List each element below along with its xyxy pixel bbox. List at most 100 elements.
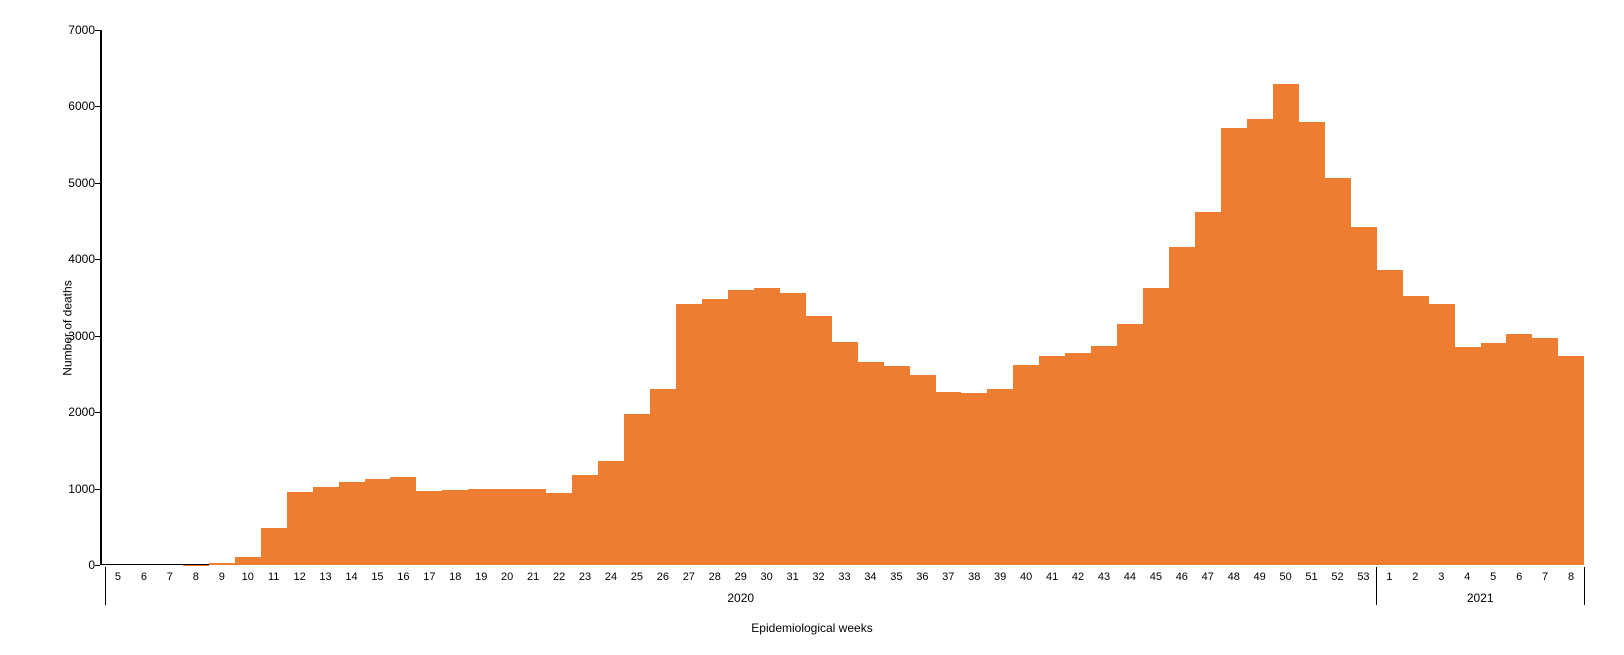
bar <box>754 288 780 565</box>
x-tick-label: 12 <box>293 571 305 583</box>
bar <box>936 392 962 565</box>
y-tick-mark <box>95 489 100 490</box>
y-tick-mark <box>95 30 100 31</box>
y-tick-mark <box>95 412 100 413</box>
x-tick-label: 53 <box>1357 571 1369 583</box>
x-tick-label: 44 <box>1124 571 1136 583</box>
bar <box>572 475 598 565</box>
bar <box>1429 304 1455 565</box>
bar <box>1532 338 1558 565</box>
x-tick-label: 41 <box>1046 571 1058 583</box>
x-tick-label: 18 <box>449 571 461 583</box>
x-tick-label: 3 <box>1438 571 1444 583</box>
bar <box>1117 324 1143 566</box>
bar <box>676 304 702 565</box>
y-tick-label: 3000 <box>55 329 95 343</box>
bar <box>728 290 754 565</box>
bar <box>1455 347 1481 565</box>
y-tick-label: 0 <box>55 558 95 572</box>
x-tick-label: 42 <box>1072 571 1084 583</box>
x-tick-label: 9 <box>219 571 225 583</box>
x-tick-label: 2 <box>1412 571 1418 583</box>
x-tick-label: 13 <box>319 571 331 583</box>
bar <box>1065 353 1091 565</box>
bar <box>1481 343 1507 565</box>
year-divider <box>105 567 106 605</box>
bar <box>1091 346 1117 565</box>
year-divider <box>1376 567 1377 605</box>
year-label: 2020 <box>727 591 754 605</box>
bar <box>546 493 572 565</box>
x-tick-label: 45 <box>1150 571 1162 583</box>
bar <box>858 362 884 565</box>
bar <box>1013 365 1039 565</box>
bar <box>650 389 676 565</box>
bar <box>1169 247 1195 565</box>
x-tick-label: 8 <box>1568 571 1574 583</box>
x-tick-label: 37 <box>942 571 954 583</box>
y-tick-label: 7000 <box>55 23 95 37</box>
bar <box>313 487 339 565</box>
x-tick-label: 22 <box>553 571 565 583</box>
x-tick-label: 6 <box>141 571 147 583</box>
bar <box>1039 356 1065 565</box>
x-tick-label: 8 <box>193 571 199 583</box>
x-tick-label: 40 <box>1020 571 1032 583</box>
x-tick-label: 35 <box>890 571 902 583</box>
bar <box>209 563 235 565</box>
bar <box>261 528 287 565</box>
bar <box>598 461 624 565</box>
x-tick-label: 1 <box>1386 571 1392 583</box>
bar <box>624 414 650 565</box>
x-tick-label: 11 <box>268 571 279 583</box>
y-axis-label: Number of deaths <box>61 280 75 375</box>
bar <box>961 393 987 565</box>
bar <box>1143 288 1169 565</box>
bar <box>884 366 910 565</box>
y-tick-label: 1000 <box>55 482 95 496</box>
plot-area: 0100020003000400050006000700056789101112… <box>100 30 1584 565</box>
x-tick-label: 50 <box>1279 571 1291 583</box>
y-tick-mark <box>95 565 100 566</box>
bar <box>987 389 1013 565</box>
bar <box>780 293 806 565</box>
x-tick-label: 24 <box>605 571 617 583</box>
bar <box>339 482 365 565</box>
x-tick-label: 31 <box>786 571 798 583</box>
x-tick-label: 5 <box>115 571 121 583</box>
bar <box>1351 227 1377 565</box>
x-tick-label: 28 <box>709 571 721 583</box>
x-tick-label: 10 <box>242 571 254 583</box>
bar <box>1221 128 1247 565</box>
x-tick-label: 26 <box>657 571 669 583</box>
x-tick-label: 6 <box>1516 571 1522 583</box>
bar <box>468 489 494 565</box>
x-tick-label: 32 <box>812 571 824 583</box>
x-tick-label: 27 <box>683 571 695 583</box>
x-tick-label: 7 <box>1542 571 1548 583</box>
x-tick-label: 16 <box>397 571 409 583</box>
x-tick-label: 36 <box>916 571 928 583</box>
bar <box>442 490 468 565</box>
bar <box>235 557 261 565</box>
bar <box>390 477 416 565</box>
x-tick-label: 23 <box>579 571 591 583</box>
x-tick-label: 51 <box>1305 571 1317 583</box>
bars-container <box>105 30 1584 565</box>
x-tick-label: 33 <box>838 571 850 583</box>
x-tick-label: 15 <box>371 571 383 583</box>
bar <box>287 492 313 565</box>
bar <box>910 375 936 565</box>
bar <box>1377 270 1403 565</box>
bar <box>1273 84 1299 566</box>
y-tick-label: 4000 <box>55 252 95 266</box>
y-tick-label: 5000 <box>55 176 95 190</box>
x-tick-label: 14 <box>345 571 357 583</box>
x-tick-label: 43 <box>1098 571 1110 583</box>
x-tick-label: 17 <box>423 571 435 583</box>
x-tick-label: 46 <box>1176 571 1188 583</box>
year-label: 2021 <box>1467 591 1494 605</box>
year-divider <box>1584 567 1585 605</box>
bar <box>1299 122 1325 565</box>
x-tick-label: 7 <box>167 571 173 583</box>
